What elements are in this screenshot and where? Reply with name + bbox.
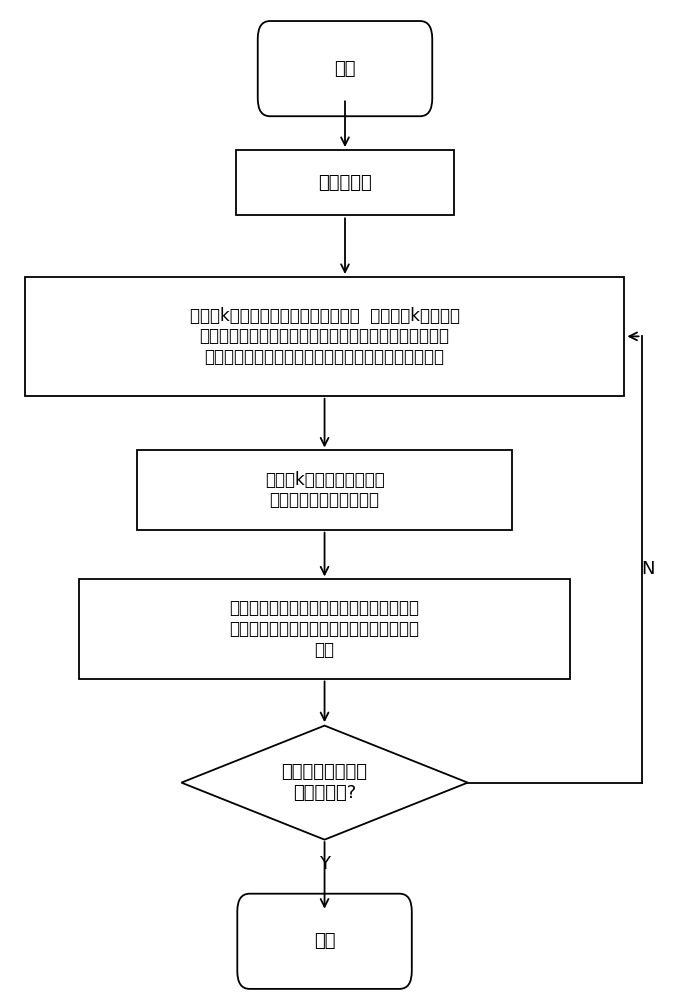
Text: 结束: 结束: [314, 932, 335, 950]
FancyBboxPatch shape: [258, 21, 432, 116]
Text: 向所有分区的信息存储模块发送存储工作状
态控制信息，控制信息存储模块工作在锁存
模式: 向所有分区的信息存储模块发送存储工作状 态控制信息，控制信息存储模块工作在锁存 …: [230, 599, 420, 659]
Text: Y: Y: [319, 855, 330, 873]
Text: 向分区k的信息存储模块发
送负载工作状态控制信息: 向分区k的信息存储模块发 送负载工作状态控制信息: [265, 471, 384, 509]
Polygon shape: [181, 726, 468, 840]
Bar: [137, 450, 512, 530]
Bar: [236, 150, 454, 215]
Text: 向分区k发送存储工作状态控制信息，  控制分区k的信息存
储模块工作在直通模式，向其他分区发送存储工作状态控
制信息，控制其他分区的信息存储模块工作在锁存模式: 向分区k发送存储工作状态控制信息， 控制分区k的信息存 储模块工作在直通模式，向…: [190, 307, 460, 366]
FancyBboxPatch shape: [237, 894, 412, 989]
Text: 系统初始化: 系统初始化: [318, 174, 372, 192]
Bar: [79, 579, 570, 678]
Text: 开始: 开始: [334, 60, 356, 78]
Text: N: N: [642, 560, 655, 578]
Text: 所有需要控制的分
区遍历完毕?: 所有需要控制的分 区遍历完毕?: [282, 763, 368, 802]
Bar: [25, 277, 624, 396]
